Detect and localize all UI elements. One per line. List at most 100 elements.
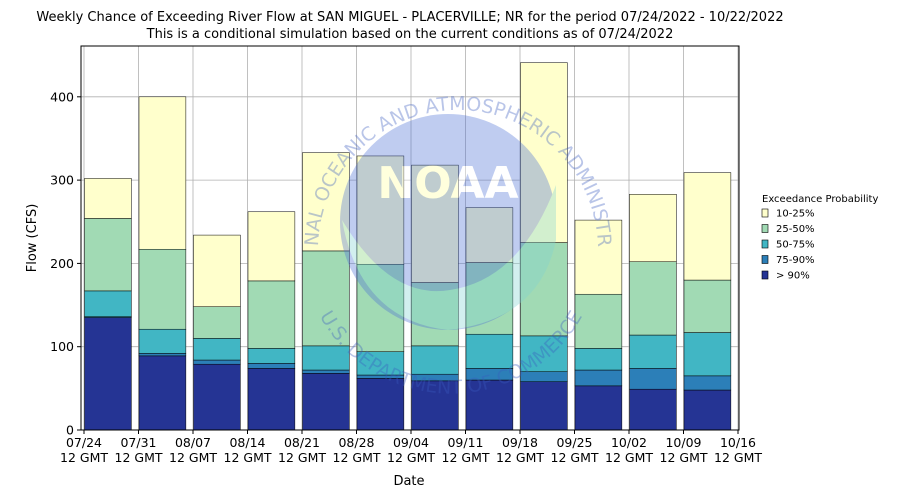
bar-segment xyxy=(574,293,623,349)
x-tick-time: 12 GMT xyxy=(605,450,653,465)
bar-segment xyxy=(629,194,677,262)
bar-segment xyxy=(356,155,405,265)
bar-segment xyxy=(247,348,296,364)
bar-segment xyxy=(247,368,296,431)
plot-frame xyxy=(80,45,740,431)
bar-segment xyxy=(411,164,459,283)
legend-label: 50-75% xyxy=(776,240,815,251)
x-tick-time: 12 GMT xyxy=(714,450,762,465)
x-tick-label: 07/31 xyxy=(120,435,156,450)
bar-segment xyxy=(247,280,296,349)
x-tick-time: 12 GMT xyxy=(333,450,381,465)
bar-segment xyxy=(302,152,350,252)
bar-segment xyxy=(302,345,350,371)
bar-segment xyxy=(629,388,677,431)
bar-segment xyxy=(465,262,514,335)
bar-segment xyxy=(193,363,241,431)
bar-segment xyxy=(683,279,732,333)
x-tick-label: 09/25 xyxy=(556,435,592,450)
x-tick-label: 10/09 xyxy=(665,435,701,450)
x-tick-label: 08/07 xyxy=(175,435,211,450)
x-tick-time: 12 GMT xyxy=(60,450,108,465)
legend-label: 25-50% xyxy=(776,224,815,235)
bar-segment xyxy=(520,62,568,243)
legend-label: > 90% xyxy=(776,271,810,282)
bar-segment xyxy=(84,178,132,219)
bar-segment xyxy=(247,363,296,369)
bar-segment xyxy=(683,332,732,377)
y-tick-label: 400 xyxy=(50,89,74,104)
bar-segment xyxy=(302,250,350,347)
x-tick-time: 12 GMT xyxy=(278,450,326,465)
y-tick-label: 300 xyxy=(50,173,74,188)
y-tick-label: 0 xyxy=(66,423,74,438)
legend-title: Exceedance Probability xyxy=(762,194,878,205)
x-tick-label: 10/02 xyxy=(611,435,647,450)
x-tick-time: 12 GMT xyxy=(387,450,435,465)
bar-segment xyxy=(683,172,732,281)
chart-title: Weekly Chance of Exceeding River Flow at… xyxy=(36,10,783,25)
bar-segment xyxy=(520,381,568,431)
bar-segment xyxy=(683,389,732,431)
bar-segment xyxy=(683,375,732,391)
x-tick-label: 08/14 xyxy=(229,435,265,450)
x-tick-time: 12 GMT xyxy=(115,450,163,465)
bar-segment xyxy=(629,368,677,390)
legend-swatch xyxy=(761,270,769,280)
bar-segment xyxy=(411,380,459,431)
chart-subtitle: This is a conditional simulation based o… xyxy=(146,27,674,42)
bar-segment xyxy=(411,345,459,375)
bar-segment xyxy=(193,234,241,307)
x-tick-label: 09/11 xyxy=(447,435,483,450)
x-tick-label: 10/16 xyxy=(720,435,756,450)
bar-segment xyxy=(465,379,514,431)
bar-segment xyxy=(138,248,187,330)
y-tick-label: 100 xyxy=(50,339,74,354)
bar-segment xyxy=(574,348,623,371)
x-tick-time: 12 GMT xyxy=(660,450,708,465)
legend-label: 10-25% xyxy=(776,209,815,220)
bar-segment xyxy=(465,207,514,263)
bar-segment xyxy=(138,355,187,431)
logo-text: NOAA xyxy=(377,158,518,209)
bar-segment xyxy=(574,385,623,431)
bar-segment xyxy=(302,369,350,374)
bar-segment xyxy=(411,282,459,347)
bar-segment xyxy=(302,373,350,431)
legend-swatch xyxy=(761,255,769,264)
bar-segment xyxy=(356,263,405,352)
bar-segment xyxy=(193,359,241,365)
bar-segment xyxy=(84,290,132,317)
x-tick-label: 08/21 xyxy=(284,435,320,450)
bar-segment xyxy=(629,334,677,369)
bar-segment xyxy=(356,378,405,431)
bar-segment xyxy=(520,242,568,337)
y-tick-label: 200 xyxy=(50,256,74,271)
legend-label: 75-90% xyxy=(776,255,815,266)
bar-segment xyxy=(84,218,132,292)
bar-segment xyxy=(138,353,187,357)
bar-segment xyxy=(574,219,623,295)
x-tick-time: 12 GMT xyxy=(224,450,272,465)
x-tick-time: 12 GMT xyxy=(169,450,217,465)
x-tick-label: 09/18 xyxy=(502,435,538,450)
logo-wave xyxy=(342,185,556,330)
bar-segment xyxy=(193,338,241,361)
bar-segment xyxy=(520,335,568,372)
bar-segment xyxy=(247,211,296,282)
bar-segment xyxy=(465,333,514,369)
bar-segment xyxy=(193,306,241,339)
bar-segment xyxy=(138,96,187,250)
bar-segment xyxy=(629,261,677,336)
x-tick-label: 08/28 xyxy=(338,435,374,450)
bar-segment xyxy=(138,328,187,354)
x-axis-label: Date xyxy=(393,474,424,489)
bar-segment xyxy=(574,369,623,387)
legend-swatch xyxy=(761,208,769,218)
logo-circle xyxy=(340,114,556,330)
x-tick-time: 12 GMT xyxy=(496,450,544,465)
x-tick-time: 12 GMT xyxy=(551,450,599,465)
legend-swatch xyxy=(761,239,769,249)
